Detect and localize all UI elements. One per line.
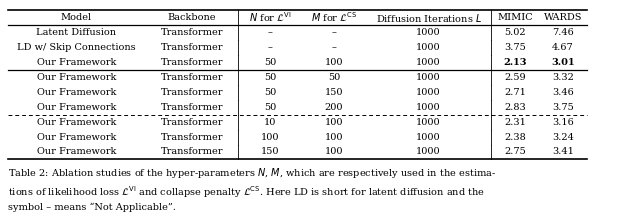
Text: LD w/ Skip Connections: LD w/ Skip Connections [17,43,136,52]
Text: Our Framework: Our Framework [36,88,116,97]
Text: Transformer: Transformer [161,43,223,52]
Text: –: – [268,28,273,37]
Text: 100: 100 [325,132,343,142]
Text: 3.32: 3.32 [552,73,574,82]
Text: Our Framework: Our Framework [36,58,116,67]
Text: 100: 100 [325,58,343,67]
Text: 50: 50 [328,73,340,82]
Text: 3.75: 3.75 [504,43,525,52]
Text: 50: 50 [264,88,276,97]
Text: 1000: 1000 [416,103,441,112]
Text: Transformer: Transformer [161,147,223,157]
Text: 50: 50 [264,73,276,82]
Text: 3.01: 3.01 [551,58,575,67]
Text: 2.38: 2.38 [504,132,525,142]
Text: 2.13: 2.13 [503,58,527,67]
Text: 1000: 1000 [416,147,441,157]
Text: 3.41: 3.41 [552,147,574,157]
Text: 1000: 1000 [416,58,441,67]
Text: $M$ for $\mathcal{L}^{\mathrm{CS}}$: $M$ for $\mathcal{L}^{\mathrm{CS}}$ [311,11,357,24]
Text: Model: Model [61,13,92,22]
Text: 1000: 1000 [416,28,441,37]
Text: 3.16: 3.16 [552,118,573,127]
Text: –: – [268,43,273,52]
Text: 1000: 1000 [416,73,441,82]
Text: 50: 50 [264,58,276,67]
Text: symbol – means “Not Applicable”.: symbol – means “Not Applicable”. [8,203,175,212]
Text: Transformer: Transformer [161,118,223,127]
Text: Our Framework: Our Framework [36,73,116,82]
Text: 1000: 1000 [416,88,441,97]
Text: Our Framework: Our Framework [36,147,116,157]
Text: –: – [332,28,337,37]
Text: 1000: 1000 [416,118,441,127]
Text: 2.31: 2.31 [504,118,526,127]
Text: Transformer: Transformer [161,28,223,37]
Text: 2.71: 2.71 [504,88,526,97]
Text: Backbone: Backbone [168,13,216,22]
Text: 3.75: 3.75 [552,103,573,112]
Text: 10: 10 [264,118,276,127]
Text: 2.75: 2.75 [504,147,525,157]
Text: 200: 200 [325,103,343,112]
Text: 100: 100 [261,132,279,142]
Text: Transformer: Transformer [161,132,223,142]
Text: tions of likelihood loss $\mathcal{L}^{\mathrm{VI}}$ and collapse penalty $\math: tions of likelihood loss $\mathcal{L}^{\… [8,184,484,200]
Text: 1000: 1000 [416,132,441,142]
Text: 2.59: 2.59 [504,73,525,82]
Text: Our Framework: Our Framework [36,132,116,142]
Text: Diffusion Iterations $L$: Diffusion Iterations $L$ [376,12,481,23]
Text: $N$ for $\mathcal{L}^{\mathrm{VI}}$: $N$ for $\mathcal{L}^{\mathrm{VI}}$ [249,11,291,24]
Text: Table 2: Ablation studies of the hyper-parameters $N$, $M$, which are respective: Table 2: Ablation studies of the hyper-p… [8,166,496,180]
Text: MIMIC: MIMIC [497,13,532,22]
Text: Transformer: Transformer [161,73,223,82]
Text: 5.02: 5.02 [504,28,525,37]
Text: Latent Diffusion: Latent Diffusion [36,28,116,37]
Text: 7.46: 7.46 [552,28,573,37]
Text: 3.24: 3.24 [552,132,574,142]
Text: 50: 50 [264,103,276,112]
Text: Our Framework: Our Framework [36,103,116,112]
Text: Transformer: Transformer [161,103,223,112]
Text: 1000: 1000 [416,43,441,52]
Text: 150: 150 [325,88,343,97]
Text: Transformer: Transformer [161,58,223,67]
Text: 3.46: 3.46 [552,88,573,97]
Text: 100: 100 [325,147,343,157]
Text: 100: 100 [325,118,343,127]
Text: 2.83: 2.83 [504,103,525,112]
Text: WARDS: WARDS [543,13,582,22]
Text: Our Framework: Our Framework [36,118,116,127]
Text: –: – [332,43,337,52]
Text: 150: 150 [261,147,279,157]
Text: 4.67: 4.67 [552,43,573,52]
Text: Transformer: Transformer [161,88,223,97]
